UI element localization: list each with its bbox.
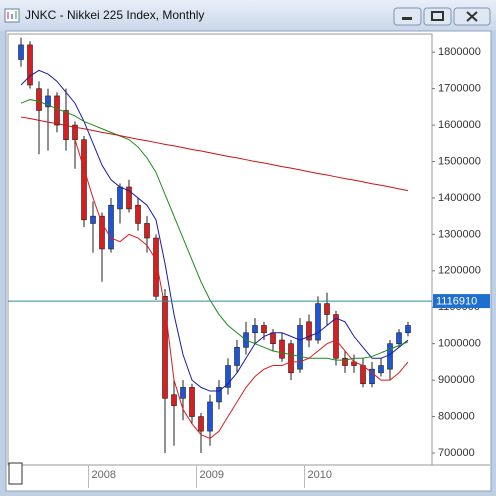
candle-body <box>315 303 321 341</box>
y-tick-label: 700000 <box>438 447 475 459</box>
minimize-button[interactable] <box>393 7 422 26</box>
maximize-button[interactable] <box>423 7 452 26</box>
window-icon <box>4 8 20 23</box>
y-tick-label: 800000 <box>438 410 475 422</box>
candle-body <box>198 416 204 432</box>
candle-body <box>180 387 186 399</box>
candle-body <box>117 186 123 210</box>
candle-body <box>288 343 294 374</box>
candle-body <box>225 365 231 388</box>
y-tick-label: 900000 <box>438 374 475 386</box>
candle-body <box>54 95 60 126</box>
moving-average-line <box>74 139 409 439</box>
candle-body <box>36 88 42 111</box>
candle-body <box>144 223 150 239</box>
candle-body <box>81 139 87 221</box>
last-price-box <box>433 294 490 309</box>
y-tick-label: 1600000 <box>438 119 481 131</box>
candle-body <box>207 401 213 432</box>
candle-body <box>234 347 240 366</box>
candle-body <box>72 124 78 140</box>
candle-body <box>360 365 366 385</box>
moving-average-line <box>20 116 409 192</box>
candle-body <box>90 215 96 224</box>
y-tick-label: 1300000 <box>438 228 481 240</box>
candle-body <box>333 314 339 359</box>
window-title: JNKC - Nikkei 225 Index, Monthly <box>25 8 204 22</box>
candle-body <box>27 44 33 86</box>
candle-body <box>135 204 141 224</box>
y-tick-label: 1700000 <box>438 83 481 95</box>
candle-body <box>216 387 222 403</box>
y-tick-label: 1400000 <box>438 192 481 204</box>
y-tick-label: 1000000 <box>438 338 481 350</box>
y-tick-label: 1800000 <box>438 46 481 58</box>
candle-body <box>396 332 402 344</box>
last-price-label: 1116910 <box>436 295 477 307</box>
candle-body <box>171 394 177 406</box>
candle-body <box>324 303 330 315</box>
candle-body <box>405 325 411 334</box>
candle-body <box>387 343 393 370</box>
candle-body <box>18 44 24 60</box>
moving-average-line <box>20 69 409 392</box>
candle-body <box>126 186 132 210</box>
candle-body <box>189 387 195 417</box>
moving-average-line <box>20 99 409 361</box>
candle-body <box>270 332 276 344</box>
y-tick-label: 1500000 <box>438 155 481 167</box>
close-button[interactable] <box>453 7 491 26</box>
x-tick-label: 2009 <box>200 469 224 481</box>
x-tick-label: 2010 <box>308 469 332 481</box>
candle-body <box>378 365 384 374</box>
candle-body <box>99 215 105 250</box>
candle-body <box>279 339 285 359</box>
candle-body <box>342 357 348 366</box>
candle-body <box>45 95 51 108</box>
candle-body <box>369 368 375 385</box>
candle-body <box>153 237 159 297</box>
candle-body <box>162 296 168 399</box>
y-tick-label: 1200000 <box>438 265 481 277</box>
candle-body <box>297 325 303 370</box>
x-tick-label: 2008 <box>92 469 116 481</box>
candle-body <box>261 325 267 334</box>
scroll-box[interactable] <box>8 462 23 485</box>
candle-body <box>306 321 312 341</box>
candle-body <box>252 325 258 334</box>
candle-body <box>108 204 114 250</box>
